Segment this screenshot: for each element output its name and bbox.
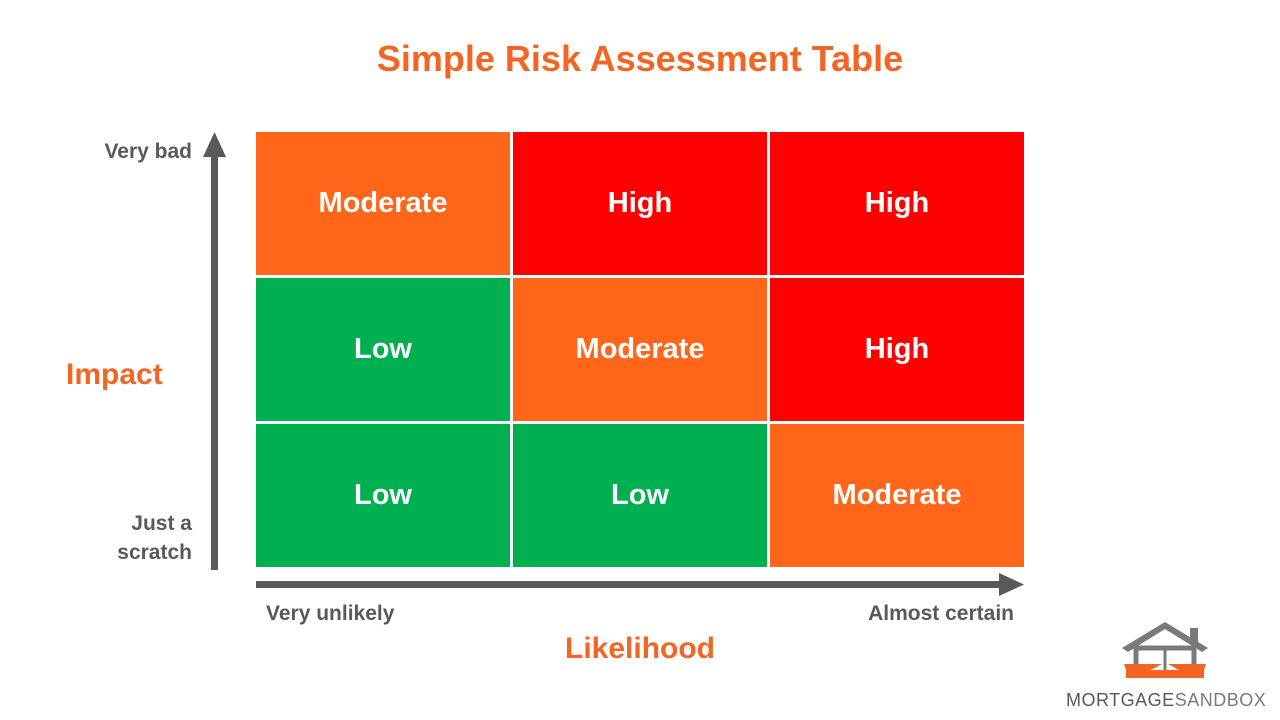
y-axis-title: Impact (66, 358, 163, 391)
brand-logo-text: MORTGAGESANDBOX (1066, 690, 1266, 711)
x-axis-left-label: Very unlikely (266, 602, 395, 625)
risk-cell: Low (256, 424, 510, 567)
x-axis-right-label: Almost certain (868, 602, 1014, 625)
brand-word-1: MORTGAGE (1066, 690, 1175, 710)
house-logo-icon (1122, 622, 1208, 678)
risk-cell: Low (256, 278, 510, 421)
risk-cell: High (770, 132, 1024, 275)
y-axis-bottom-label: Just a scratch (117, 512, 192, 564)
risk-cell: High (770, 278, 1024, 421)
risk-cell: Moderate (770, 424, 1024, 567)
risk-matrix: Moderate High High Low Moderate High Low… (256, 132, 1024, 568)
risk-cell: Low (513, 424, 767, 567)
brand-word-2: SANDBOX (1174, 690, 1267, 710)
x-axis-arrow (256, 573, 1024, 596)
y-axis-top-label: Very bad (104, 140, 192, 163)
x-axis-title: Likelihood (565, 632, 715, 665)
page-title: Simple Risk Assessment Table (376, 38, 904, 79)
y-axis-arrow (203, 132, 226, 570)
risk-cell: Moderate (256, 132, 510, 275)
risk-cell: High (513, 132, 767, 275)
risk-cell: Moderate (513, 278, 767, 421)
